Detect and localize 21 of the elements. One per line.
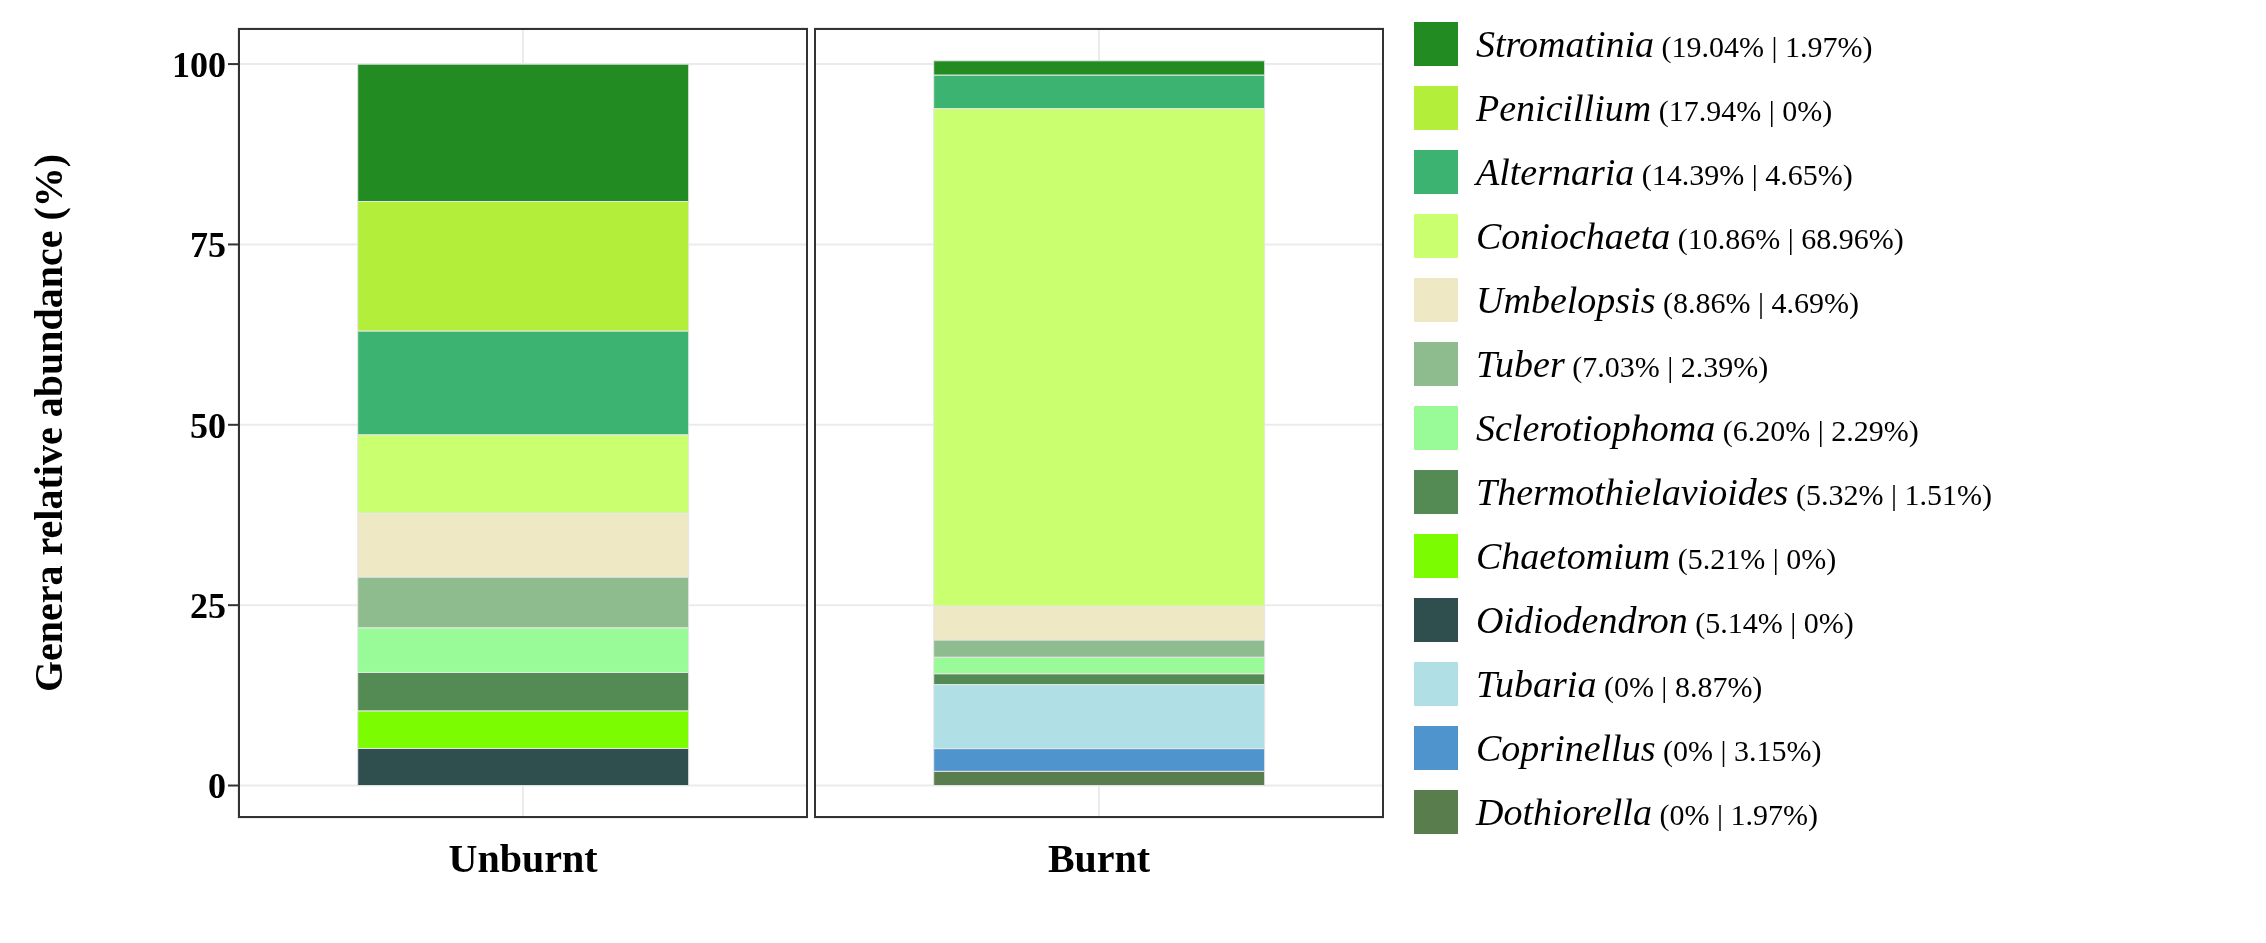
y-tick-label: 25 <box>190 585 226 626</box>
legend-label: Penicillium (17.94% | 0%) <box>1476 87 1833 129</box>
legend-label: Oidiodendron (5.14% | 0%) <box>1476 599 1854 641</box>
legend-label: Thermothielavioides (5.32% | 1.51%) <box>1476 471 1992 513</box>
legend-label: Umbelopsis (8.86% | 4.69%) <box>1476 279 1859 321</box>
y-tick-label: 50 <box>190 405 226 446</box>
legend-label: Coprinellus (0% | 3.15%) <box>1476 727 1822 769</box>
legend-label: Coniochaeta (10.86% | 68.96%) <box>1476 215 1904 257</box>
legend-label: Chaetomium (5.21% | 0%) <box>1476 535 1837 577</box>
legend-label: Alternaria (14.39% | 4.65%) <box>1476 151 1853 193</box>
y-axis-title: Genera relative abundance (%) <box>24 153 72 693</box>
legend-label: Sclerotiophoma (6.20% | 2.29%) <box>1476 407 1919 449</box>
x-tick-label: Burnt <box>1047 836 1151 882</box>
legend-label: Dothiorella (0% | 1.97%) <box>1476 791 1818 833</box>
legend-label: Tuber (7.03% | 2.39%) <box>1476 343 1769 385</box>
x-tick-label: Unburnt <box>448 836 599 882</box>
y-tick-label: 100 <box>172 44 226 85</box>
y-tick-label: 0 <box>208 766 226 807</box>
legend-label: Tubaria (0% | 8.87%) <box>1476 663 1763 705</box>
y-tick-label: 75 <box>190 225 226 266</box>
legend-label: Stromatinia (19.04% | 1.97%) <box>1476 23 1873 65</box>
